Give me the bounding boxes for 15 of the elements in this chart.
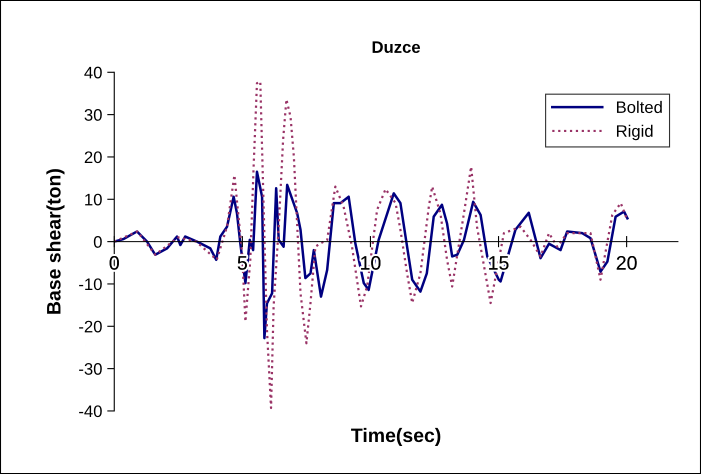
y-tick-label: -30 (79, 363, 102, 375)
y-tick-label: 20 (84, 151, 102, 164)
y-tick-label: -10 (79, 278, 102, 290)
legend-label: Rigid (616, 124, 653, 140)
y-tick-label: -40 (79, 405, 102, 418)
y-tick-label: 10 (85, 194, 102, 206)
y-tick-label: -20 (79, 320, 102, 332)
y-tick-label: 40 (84, 66, 102, 78)
y-tick-label: 0 (94, 236, 102, 248)
y-axis-title: Base shear(ton) (46, 169, 64, 314)
x-axis-title: Time(sec) (351, 428, 440, 446)
y-tick-label: 30 (84, 109, 102, 121)
legend-label: Bolted (616, 100, 662, 114)
x-tick-label: 20 (616, 256, 637, 270)
chart-title: Duzce (372, 41, 420, 54)
